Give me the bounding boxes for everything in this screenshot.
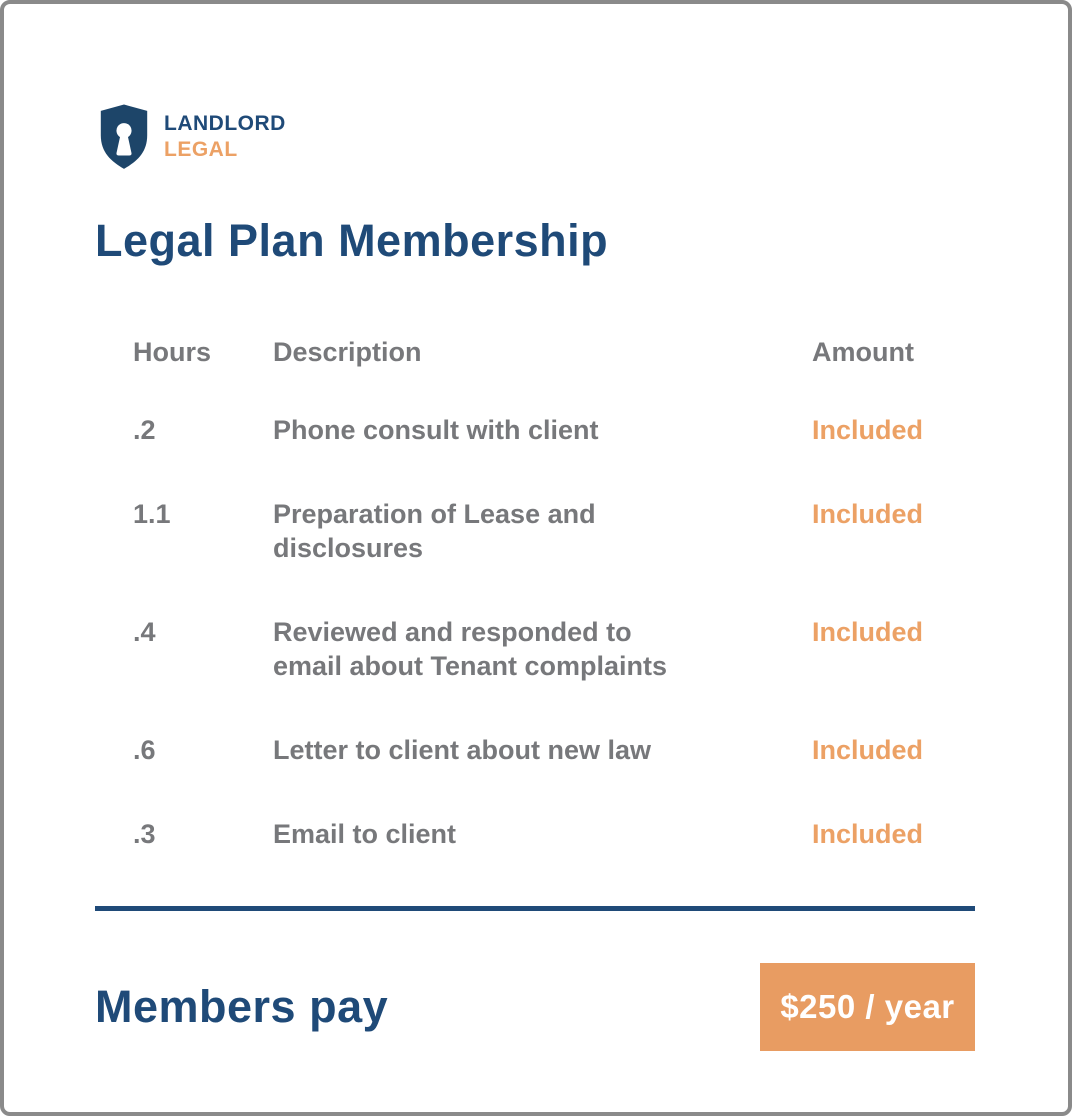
- description-cell: Email to client: [273, 819, 457, 849]
- logo-line-landlord: LANDLORD: [164, 111, 286, 135]
- header-description: Description: [273, 337, 422, 367]
- logo-line-legal: LEGAL: [164, 138, 238, 161]
- hours-cell: .4: [133, 617, 156, 647]
- page-title: Legal Plan Membership: [95, 215, 609, 266]
- header-amount: Amount: [812, 337, 914, 367]
- landlord-legal-logo: LANDLORD LEGAL: [95, 103, 975, 171]
- divider: [95, 906, 975, 911]
- price-badge: $250 / year: [760, 963, 975, 1051]
- description-cell: Phone consult with client: [273, 415, 599, 445]
- table-row: .4 Reviewed and responded to email about…: [133, 615, 975, 683]
- hours-cell: .6: [133, 735, 156, 765]
- amount-cell: Included: [812, 499, 924, 529]
- table-row: .3 Email to client Included: [133, 817, 975, 851]
- amount-cell: Included: [812, 415, 924, 445]
- description-cell: Reviewed and responded to email about Te…: [273, 617, 668, 681]
- table-row: .6 Letter to client about new law Includ…: [133, 733, 975, 767]
- description-cell: Letter to client about new law: [273, 735, 652, 765]
- description-cell: Preparation of Lease and disclosures: [273, 499, 596, 563]
- amount-cell: Included: [812, 819, 924, 849]
- members-pay-label: Members pay: [95, 981, 389, 1032]
- fees-table: Hours Description Amount .2 Phone consul…: [95, 335, 975, 851]
- hours-cell: .3: [133, 819, 156, 849]
- table-header-row: Hours Description Amount: [133, 335, 975, 369]
- amount-cell: Included: [812, 735, 924, 765]
- footer: Members pay $250 / year: [95, 963, 975, 1051]
- shield-keyhole-icon: [95, 103, 153, 171]
- table-row: 1.1 Preparation of Lease and disclosures…: [133, 497, 975, 565]
- amount-cell: Included: [812, 617, 924, 647]
- hours-cell: 1.1: [133, 499, 171, 529]
- hours-cell: .2: [133, 415, 156, 445]
- header-hours: Hours: [133, 337, 212, 367]
- table-row: .2 Phone consult with client Included: [133, 413, 975, 447]
- logo-wordmark: LANDLORD LEGAL: [164, 111, 286, 163]
